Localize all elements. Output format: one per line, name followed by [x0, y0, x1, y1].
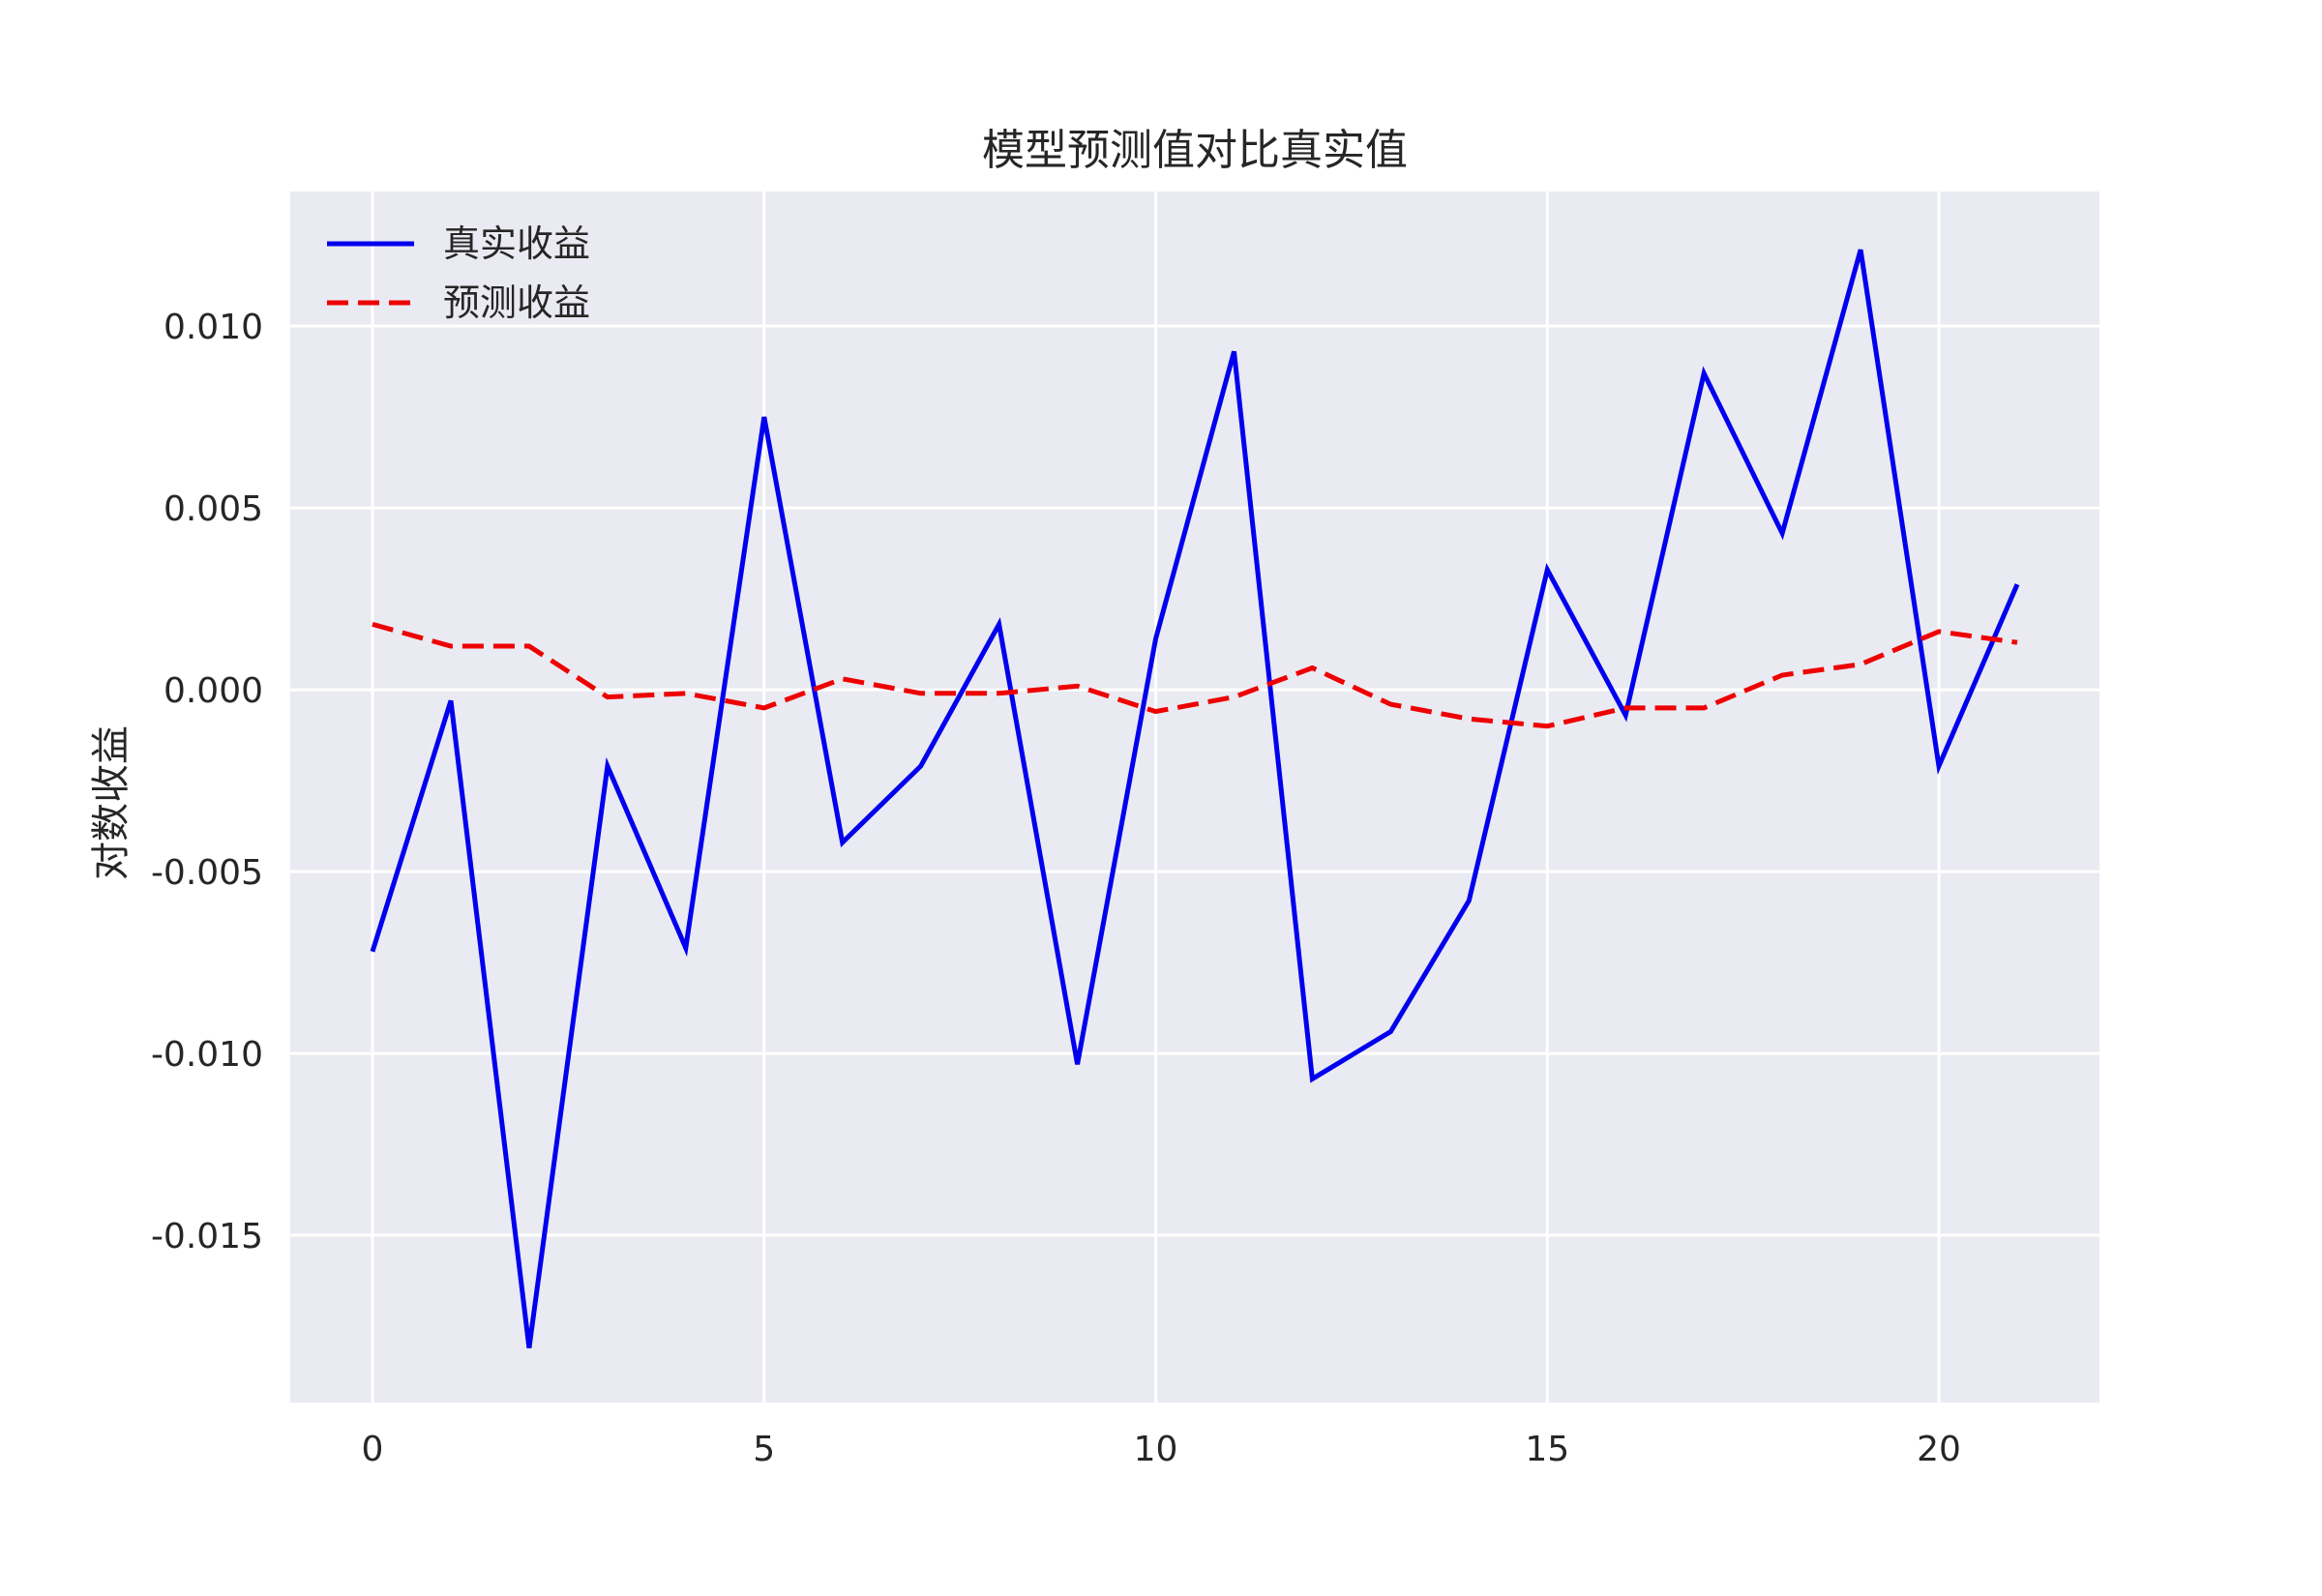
x-tick-label: 15 — [1525, 1430, 1569, 1469]
series-line-predicted — [372, 621, 2018, 729]
y-tick-label: -0.005 — [151, 853, 263, 893]
x-tick-label: 0 — [362, 1430, 384, 1469]
plot-area — [290, 192, 2099, 1403]
legend-label-real: 真实收益 — [443, 222, 590, 265]
x-tick-label: 20 — [1917, 1430, 1961, 1469]
x-tick-label: 10 — [1134, 1430, 1178, 1469]
y-tick-label: 0.010 — [164, 308, 263, 347]
series-lines — [370, 249, 2020, 1348]
y-tick-label: -0.010 — [151, 1035, 263, 1075]
series-line-real — [370, 249, 2020, 1348]
chart-title: 模型预测值对比真实值 — [982, 126, 1408, 175]
x-tick-label: 5 — [753, 1430, 775, 1469]
y-axis-label: 对数收益 — [89, 725, 134, 880]
tick-labels: 0 5 10 15 20 -0.015 -0.010 -0.005 0.000 0.005 0.01… — [151, 308, 1961, 1469]
y-tick-label: 0.000 — [164, 671, 263, 711]
legend-label-predicted: 预测收益 — [443, 281, 590, 324]
y-tick-label: -0.015 — [151, 1217, 263, 1256]
y-tick-label: 0.005 — [164, 489, 263, 529]
legend: 真实收益 预测收益 — [327, 222, 590, 324]
